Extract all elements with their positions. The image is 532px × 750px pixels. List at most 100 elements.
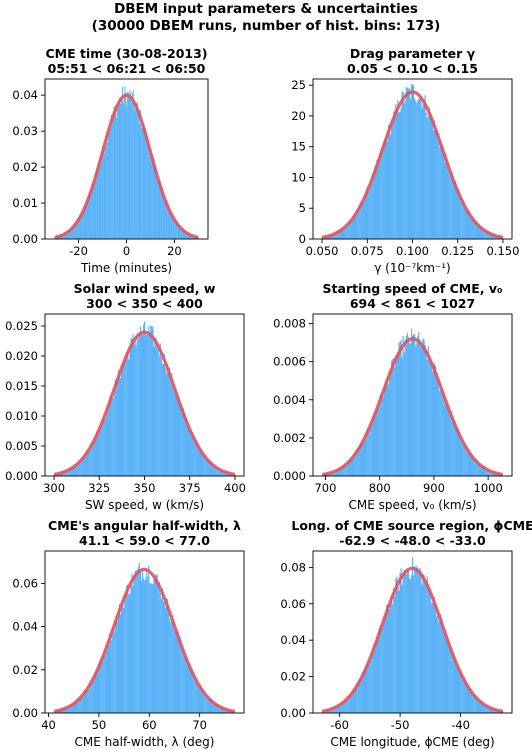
hist-bar [478,701,481,713]
hist-bar [218,705,220,713]
hist-bar [359,443,361,476]
hist-bar [433,596,436,713]
hist-bar [73,702,76,713]
hist-bar [332,234,334,239]
hist-bar [475,460,477,476]
hist-bar [88,450,90,476]
hist-bar [444,162,446,239]
hist-bar [119,614,122,713]
x-tick-label: -60 [330,718,349,732]
hist-bar [95,437,98,476]
hist-bar [457,669,460,713]
hist-bar [179,636,181,713]
hist-bar [363,198,366,239]
hist-bar [220,470,222,476]
x-tick-label: 60 [142,718,157,732]
hist-bar [450,410,452,476]
hist-bar [71,704,74,713]
hist-bar [175,395,177,476]
hist-bar [449,648,451,713]
panel-title-line: Drag parameter γ [350,46,476,61]
hist-bar [108,403,110,476]
hist-bar [161,191,163,239]
hist-bar [405,86,407,239]
hist-bar [444,403,446,476]
hist-bar [117,610,120,713]
hist-bar [447,640,449,713]
hist-bar [76,221,78,239]
hist-bar [391,120,393,239]
hist-bar [372,173,374,239]
hist-bar [156,175,157,239]
y-tick-label: 0.04 [12,620,38,634]
x-tick-label: 50 [92,718,107,732]
hist-bar [416,565,418,713]
hist-bar [425,351,427,476]
hist-bar [434,130,437,239]
hist-bar [123,607,125,713]
x-tick-label: 70 [192,718,207,732]
hist-bar [89,191,91,239]
hist-bar [351,457,353,476]
hist-bar [64,708,66,713]
hist-bar [473,458,475,476]
hist-bar [145,578,147,713]
y-tick-label: 0.008 [273,317,306,331]
hist-bar [187,234,189,239]
hist-bar [174,631,176,713]
hist-bar [95,669,98,713]
hist-bar [61,235,63,239]
hist-bar [425,112,427,239]
hist-bar [332,708,334,713]
hist-bar [195,440,197,476]
hist-bar [140,580,143,713]
histogram-bars [322,328,503,476]
hist-bar [467,448,469,476]
hist-bar [138,109,140,239]
hist-bar [431,602,434,713]
hist-bar [184,656,186,713]
hist-bar [118,377,121,476]
hist-bar [124,360,126,476]
hist-bar [429,115,431,239]
hist-bar [454,428,456,476]
hist-bar [106,142,108,239]
y-tick-label: 5 [299,201,306,215]
hist-bar [453,657,455,713]
hist-bar [73,226,75,239]
hist-bar [390,134,392,239]
hist-bar [130,93,132,240]
hist-bar [136,103,138,240]
hist-bar [432,130,435,239]
y-tick-label: 0 [299,232,306,246]
hist-bar [416,343,418,476]
histogram-bars [322,557,504,713]
hist-bar [348,222,350,239]
panel-title-line: Solar wind speed, w [74,281,216,296]
hist-bar [486,706,488,713]
hist-bar [186,664,189,713]
hist-bar [222,707,224,713]
hist-bar [101,146,103,239]
hist-bar [175,630,177,713]
hist-bar [464,679,466,713]
panel-title-line: 0.05 < 0.10 < 0.15 [347,61,478,76]
hist-bar [490,234,492,239]
hist-bar [106,405,108,476]
hist-bar [128,98,130,240]
hist-bar [365,189,368,239]
hist-bar [143,123,145,239]
hist-bar [371,182,373,239]
hist-bar [199,685,201,713]
hist-bar [369,425,371,476]
hist-bar [168,612,170,713]
hist-bar [349,460,351,476]
panel-title-line: 694 < 861 < 1027 [350,296,475,311]
hist-bar [335,232,337,239]
hist-bar [83,458,85,476]
hist-bar [182,230,184,239]
hist-bar [413,85,415,239]
hist-bar [340,703,343,713]
hist-bar [109,632,111,713]
hist-bar [344,464,346,476]
